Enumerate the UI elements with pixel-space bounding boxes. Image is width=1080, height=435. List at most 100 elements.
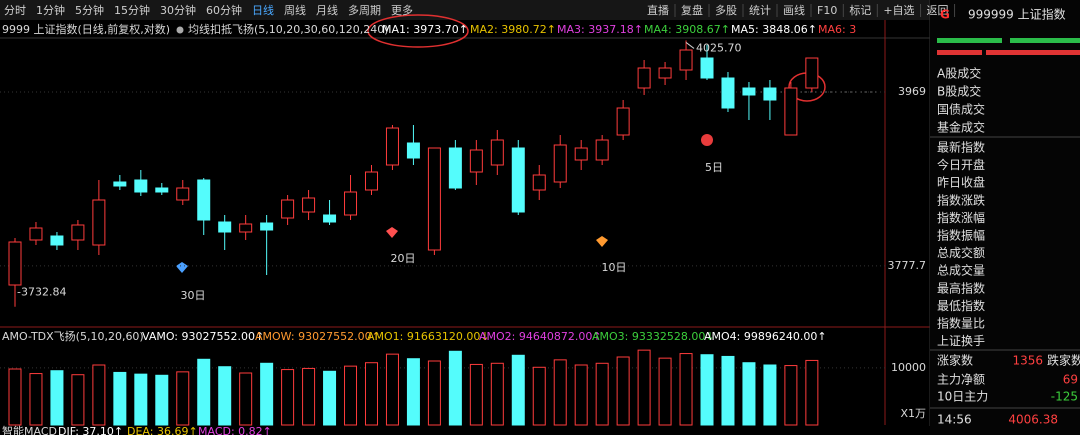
volume-bar	[92, 364, 106, 426]
toolbar-tab[interactable]: 60分钟	[206, 3, 242, 17]
candle-body	[323, 214, 337, 223]
ratio-bar	[937, 38, 1002, 43]
ma-value: MA6: 3	[818, 23, 856, 36]
candle-body	[302, 197, 316, 213]
macd-value: MACD: 0.82↑	[198, 425, 272, 435]
volume-value: AMO1: 91663120.00↓	[367, 330, 490, 343]
candle-body	[50, 235, 64, 246]
volume-value: AMO3: 93332528.00↓	[592, 330, 715, 343]
volume-bar	[344, 365, 358, 426]
ma-value: MA1: 3973.70↑	[382, 23, 468, 36]
field-value: -125	[1051, 390, 1078, 404]
candle-body	[658, 67, 672, 79]
toolbar-tab[interactable]: 分时	[4, 4, 26, 17]
toolbar-button[interactable]: 统计	[749, 4, 771, 17]
volume-bar	[574, 364, 588, 426]
toolbar-button[interactable]: 复盘	[681, 3, 703, 17]
toolbar-tab[interactable]: 1分钟	[36, 3, 65, 17]
volume-value: AMO2: 94640872.00↑	[479, 330, 602, 343]
candle-body	[239, 223, 253, 233]
volume-bar	[469, 363, 483, 426]
macd-value: DEA: 36.69↑	[127, 425, 198, 435]
toolbar-bg	[0, 0, 1080, 20]
y-tick-label: 10000	[891, 361, 926, 374]
volume-indicator: AMO-TDX飞扬(5,10,20,60)	[2, 329, 144, 343]
toolbar-tab[interactable]: 月线	[316, 3, 338, 17]
macd-value: DIF: 37.10↑	[58, 425, 123, 435]
candle-body	[763, 87, 777, 101]
volume-bar	[742, 362, 756, 426]
field-label: B股成交	[937, 84, 981, 99]
volume-bar	[763, 364, 777, 426]
candle-body	[385, 127, 399, 166]
candle-body	[574, 147, 588, 161]
min-label: -3732.84	[17, 286, 66, 299]
ma-day-label: 10日	[602, 261, 627, 274]
ma-value: MA2: 3980.72↑	[470, 23, 556, 36]
volume-bar	[511, 354, 525, 426]
ma-value: MA4: 3908.67↑	[644, 23, 730, 36]
leader	[685, 42, 695, 49]
candle-body	[8, 241, 22, 286]
signal-icon	[701, 134, 713, 146]
signal-icon	[386, 227, 398, 238]
toolbar-button[interactable]: 多股	[715, 3, 737, 17]
volume-bar	[364, 362, 378, 426]
field-label: 总成交额	[937, 245, 985, 260]
volume-bar	[134, 373, 148, 426]
toolbar-tab[interactable]: 30分钟	[160, 3, 196, 17]
toolbar-button[interactable]: +自选	[883, 4, 914, 17]
field-label: 今日开盘	[937, 157, 985, 172]
candle-body	[427, 147, 441, 251]
volume-bar	[616, 356, 630, 426]
signal-icon	[596, 236, 608, 247]
toolbar-button[interactable]: 标记	[849, 3, 871, 17]
toolbar-button[interactable]: F10	[817, 4, 837, 17]
toolbar-button[interactable]: 画线	[783, 3, 805, 17]
toolbar-tab[interactable]: 更多	[391, 3, 413, 17]
ma-day-label: 5日	[705, 161, 723, 174]
toolbar-tab[interactable]: 周线	[284, 3, 306, 17]
candle-body	[406, 142, 420, 159]
volume-bar	[679, 353, 693, 426]
panel-title: 999999 上证指数	[968, 7, 1066, 22]
candle-body	[784, 87, 798, 136]
field-label: 指数涨跌	[937, 192, 985, 207]
candle-body	[532, 174, 546, 191]
volume-bar	[532, 366, 546, 426]
toolbar-button[interactable]: 直播	[647, 3, 669, 17]
volume-bar	[8, 368, 22, 426]
field-label: 上证换手	[937, 334, 985, 348]
candle-body	[176, 187, 190, 201]
volume-bar	[239, 372, 253, 426]
volume-bar	[260, 362, 274, 426]
field-label: 最新指数	[937, 140, 985, 155]
volume-bar	[784, 365, 798, 426]
candle-body	[134, 179, 148, 193]
field-label: 10日主力	[937, 390, 988, 404]
volume-bar	[323, 370, 337, 426]
toolbar-button[interactable]: 返回	[927, 4, 949, 17]
toolbar-tab[interactable]: 5分钟	[75, 3, 104, 17]
field-label: A股成交	[937, 66, 981, 81]
toolbar-tab[interactable]: 15分钟	[114, 3, 150, 17]
field-value: 1356	[1012, 354, 1043, 368]
candle-body	[700, 57, 714, 79]
candle-body	[364, 171, 378, 191]
candle-body	[29, 227, 43, 241]
ratio-bar	[1010, 38, 1080, 43]
field-label: 最低指数	[937, 298, 985, 313]
volume-bar	[385, 353, 399, 426]
badge: G	[940, 8, 950, 22]
candle-body	[721, 77, 735, 109]
field-label: 主力净额	[937, 373, 985, 387]
candle-body	[344, 191, 358, 216]
field-label: 指数振幅	[937, 228, 985, 243]
toolbar-tab[interactable]: 多周期	[348, 3, 381, 17]
macd-bg	[0, 426, 930, 435]
toolbar-tab[interactable]: 日线	[252, 3, 274, 17]
last-price: 4006.38	[1008, 413, 1058, 427]
signal-icon	[176, 262, 188, 273]
